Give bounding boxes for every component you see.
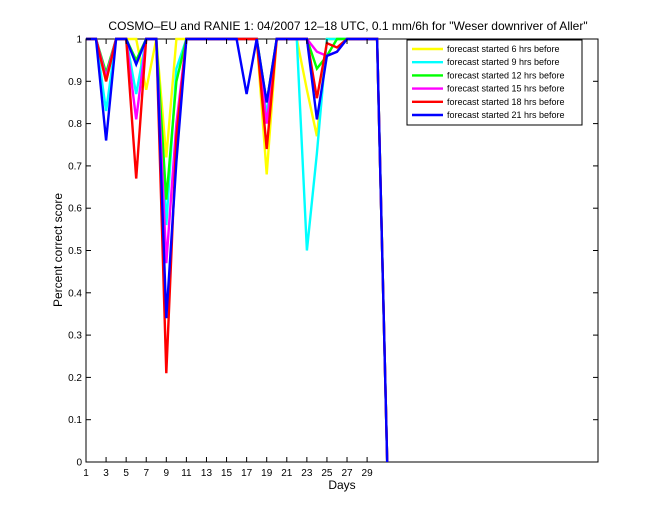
x-tick-label: 3 bbox=[103, 468, 109, 479]
chart-title: COSMO–EU and RANIE 1: 04/2007 12–18 UTC,… bbox=[108, 19, 587, 33]
y-tick-label: 0.9 bbox=[68, 77, 82, 88]
x-tick-label: 23 bbox=[301, 468, 313, 479]
x-tick-label: 29 bbox=[362, 468, 374, 479]
x-tick-label: 27 bbox=[341, 468, 353, 479]
y-tick-label: 0.3 bbox=[68, 331, 82, 342]
legend: forecast started 6 hrs before forecast st… bbox=[406, 39, 583, 126]
y-axis: 0 0.1 0.2 0.3 0.4 0.5 0.6 0.7 0.8 0.9 1 bbox=[68, 35, 598, 469]
x-axis: 1 3 5 7 9 11 13 15 17 19 21 23 25 27 29 bbox=[83, 39, 373, 479]
x-tick-label: 11 bbox=[181, 468, 192, 479]
x-tick-label: 19 bbox=[261, 468, 273, 479]
x-tick-label: 13 bbox=[201, 468, 213, 479]
y-tick-label: 0 bbox=[76, 458, 82, 469]
x-tick-label: 15 bbox=[221, 468, 233, 479]
y-tick-label: 0.1 bbox=[68, 415, 82, 426]
x-tick-label: 25 bbox=[321, 468, 333, 479]
legend-entry-6: forecast started 21 hrs before bbox=[447, 110, 565, 120]
y-tick-label: 0.4 bbox=[68, 288, 82, 299]
x-tick-label: 9 bbox=[164, 468, 170, 479]
y-tick-label: 1 bbox=[76, 35, 82, 46]
x-tick-label: 17 bbox=[241, 468, 253, 479]
legend-box bbox=[406, 39, 583, 126]
y-tick-label: 0.8 bbox=[68, 119, 82, 130]
x-tick-label: 5 bbox=[123, 468, 129, 479]
x-tick-label: 7 bbox=[143, 468, 149, 479]
y-tick-label: 0.7 bbox=[68, 161, 82, 172]
legend-entry-4: forecast started 15 hrs before bbox=[447, 84, 565, 94]
x-tick-label: 21 bbox=[281, 468, 293, 479]
x-axis-label: Days bbox=[328, 478, 355, 492]
legend-entry-5: forecast started 18 hrs before bbox=[447, 97, 565, 107]
y-tick-label: 0.2 bbox=[68, 373, 82, 384]
legend-entry-3: forecast started 12 hrs before bbox=[447, 70, 565, 80]
series-line-6 bbox=[86, 37, 389, 463]
y-tick-label: 0.6 bbox=[68, 204, 82, 215]
legend-entry-1: forecast started 6 hrs before bbox=[447, 44, 560, 54]
y-axis-label: Percent correct score bbox=[51, 193, 65, 307]
series-layer bbox=[86, 37, 389, 463]
x-tick-label: 1 bbox=[83, 468, 89, 479]
legend-entry-2: forecast started 9 hrs before bbox=[447, 57, 560, 67]
y-tick-label: 0.5 bbox=[68, 246, 82, 257]
